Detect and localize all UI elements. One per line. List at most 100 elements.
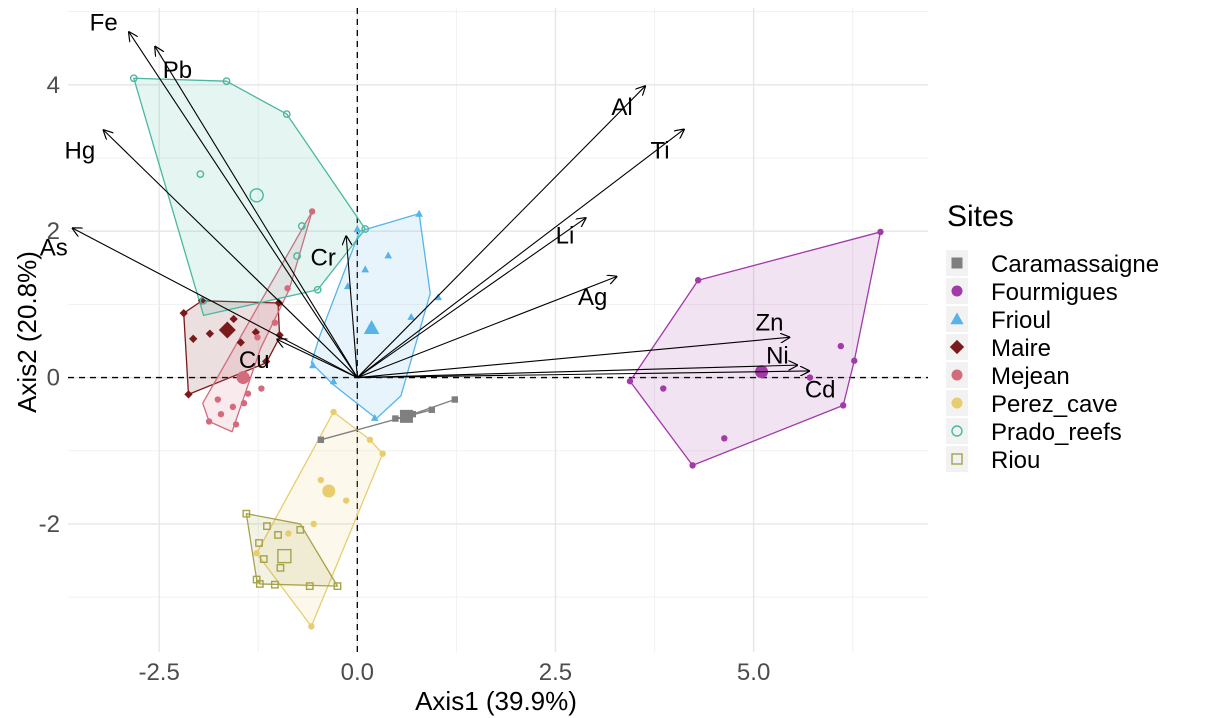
legend-marker-caramassaigne [951, 257, 963, 269]
arrow-li [356, 218, 585, 379]
arrow-fe [129, 32, 358, 378]
site-hulls [133, 77, 882, 628]
hull-riou [245, 513, 339, 587]
arrow-cd [357, 371, 809, 379]
point-prado_reefs [361, 225, 370, 233]
point-perez_cave [317, 476, 325, 484]
reference-lines [68, 8, 928, 652]
legend-label-caramassaigne: Caramassaigne [991, 251, 1159, 278]
point-frioul [361, 265, 370, 273]
point-mejean [271, 319, 279, 326]
point-riou [255, 539, 263, 547]
point-perez_cave [330, 408, 337, 416]
point-riou [274, 531, 282, 539]
point-riou [242, 509, 251, 518]
point-maire [261, 357, 271, 366]
x-tick-label: 0.0 [341, 659, 374, 686]
point-fourmigues [721, 435, 728, 442]
point-prado_reefs [196, 170, 205, 179]
label-ni: Ni [766, 343, 789, 370]
centroid-caramassaigne [399, 409, 413, 423]
point-mejean [308, 208, 316, 215]
legend-marker-riou [951, 453, 963, 465]
point-riou [276, 563, 285, 572]
legend-key-bg [946, 446, 968, 472]
point-maire [197, 296, 207, 305]
point-mejean [240, 399, 248, 407]
point-fourmigues [626, 378, 634, 385]
point-mejean [205, 418, 213, 425]
point-caramassaigne [392, 415, 399, 422]
point-maire [229, 314, 238, 324]
legend-marker-frioul [950, 312, 964, 325]
label-fe: Fe [90, 10, 118, 37]
arrow-cr [346, 236, 358, 378]
legend-key-bg [946, 418, 968, 444]
label-cu: Cu [239, 347, 270, 374]
legend-label-mejean: Mejean [991, 363, 1070, 390]
arrow-ni [357, 365, 797, 379]
point-prado_reefs [199, 296, 208, 305]
label-li: Li [556, 223, 575, 250]
point-prado_reefs [282, 110, 291, 119]
point-fourmigues [689, 462, 696, 469]
arrow-hg [104, 130, 358, 378]
y-tick-label: 2 [47, 218, 60, 245]
loading-labels: Fe Pb Hg As Cr Cu Al Ti Li Ag Zn Ni Cd [40, 10, 836, 404]
point-maire [189, 334, 198, 343]
centroid-mejean [236, 371, 250, 385]
point-mejean [217, 410, 225, 418]
point-maire [236, 338, 245, 347]
x-axis-title: Axis1 (39.9%) [415, 686, 577, 716]
point-maire [184, 390, 193, 399]
point-riou [259, 555, 268, 563]
legend-marker-maire [949, 339, 965, 355]
point-caramassaigne [428, 406, 436, 413]
point-riou [296, 525, 305, 534]
y-tick-label: -2 [39, 511, 60, 538]
point-mejean [258, 385, 265, 392]
grid [68, 8, 928, 652]
point-perez_cave [379, 450, 386, 457]
legend: Sites CaramassaigneFourmiguesFrioulMaire… [946, 200, 1159, 474]
point-fourmigues [851, 357, 858, 364]
point-riou [270, 580, 279, 589]
label-pb: Pb [163, 57, 192, 84]
y-axis-title: Axis2 (20.8%) [12, 251, 42, 413]
arrow-as [73, 228, 358, 379]
point-riou [263, 522, 271, 531]
point-maire [275, 330, 284, 340]
legend-marker-prado_reefs [951, 425, 963, 437]
point-mejean [214, 396, 222, 403]
point-frioul [370, 413, 379, 421]
legend-marker-mejean [951, 369, 963, 381]
point-maire [205, 329, 215, 338]
label-zn: Zn [755, 310, 783, 337]
point-prado_reefs [297, 222, 306, 230]
centroid-frioul [363, 320, 380, 335]
x-tick-label: -2.5 [138, 659, 179, 686]
y-tick-labels: -2 0 2 4 [39, 72, 60, 538]
point-fourmigues [839, 402, 847, 409]
legend-marker-fourmigues [951, 285, 963, 297]
point-maire [274, 298, 283, 308]
x-tick-label: 5.0 [737, 659, 770, 686]
centroid-prado_reefs [249, 188, 264, 203]
hull-prado_reefs [133, 77, 366, 317]
site-points [129, 74, 884, 630]
point-frioul [309, 361, 317, 369]
point-fourmigues [694, 277, 702, 284]
point-caramassaigne [451, 396, 459, 403]
legend-label-fourmigues: Fourmigues [991, 279, 1118, 306]
legend-title: Sites [947, 200, 1014, 233]
label-as: As [40, 234, 68, 261]
label-ti: Ti [651, 138, 670, 165]
point-prado_reefs [313, 285, 322, 294]
hull-frioul [310, 212, 431, 420]
point-frioul [353, 225, 362, 233]
point-frioul [384, 251, 393, 259]
label-al: Al [611, 94, 632, 121]
point-perez_cave [343, 497, 350, 504]
point-prado_reefs [222, 77, 231, 86]
